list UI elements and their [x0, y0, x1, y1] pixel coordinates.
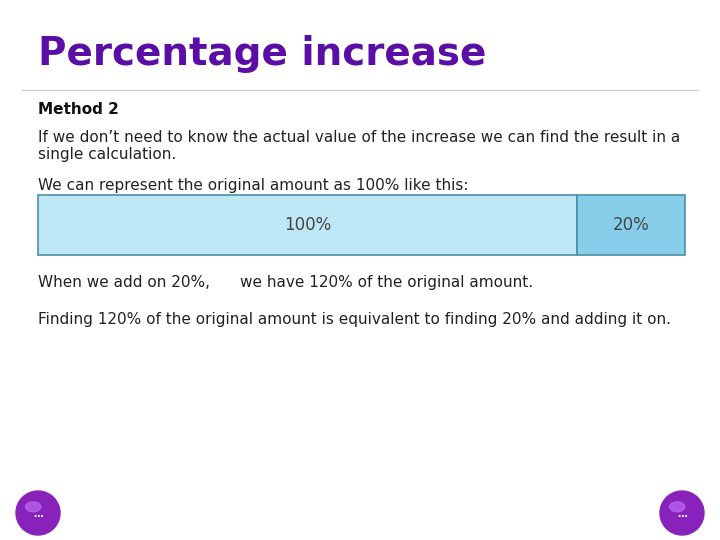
Text: We can represent the original amount as 100% like this:: We can represent the original amount as …: [38, 178, 469, 193]
Text: …: …: [677, 509, 687, 519]
Text: …: …: [33, 509, 43, 519]
Bar: [577, 195, 685, 255]
Ellipse shape: [25, 502, 41, 512]
Circle shape: [660, 491, 704, 535]
Ellipse shape: [670, 502, 685, 512]
Text: 20%: 20%: [613, 216, 649, 234]
Text: 100%: 100%: [284, 216, 331, 234]
Text: Method 2: Method 2: [38, 102, 119, 117]
Circle shape: [16, 491, 60, 535]
Text: single calculation.: single calculation.: [38, 147, 176, 162]
Text: If we don’t need to know the actual value of the increase we can find the result: If we don’t need to know the actual valu…: [38, 130, 680, 145]
Text: we have 120% of the original amount.: we have 120% of the original amount.: [240, 275, 533, 290]
Text: When we add on 20%,: When we add on 20%,: [38, 275, 210, 290]
Text: Finding 120% of the original amount is equivalent to finding 20% and adding it o: Finding 120% of the original amount is e…: [38, 312, 671, 327]
Bar: [38, 195, 577, 255]
Text: Percentage increase: Percentage increase: [38, 35, 487, 73]
